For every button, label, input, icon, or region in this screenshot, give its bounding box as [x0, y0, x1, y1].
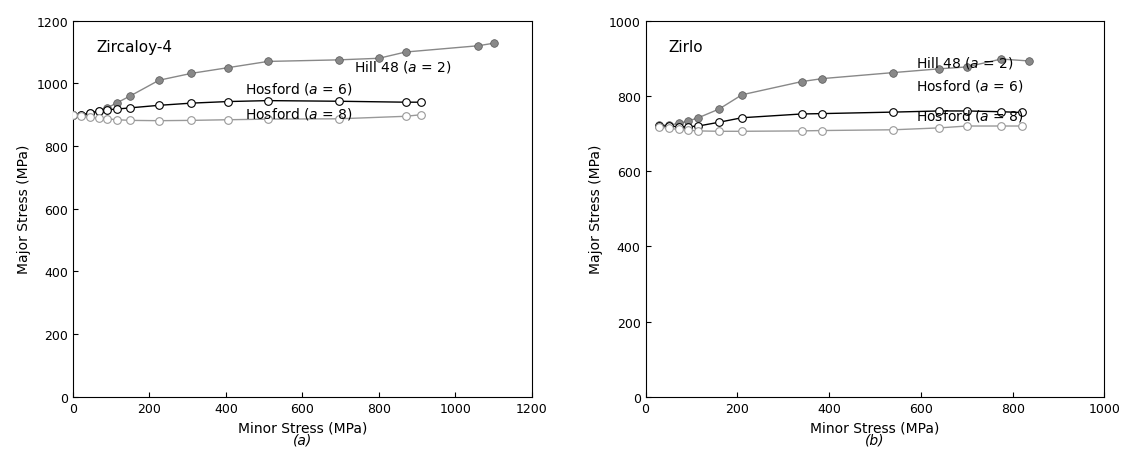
Text: Hosford ($\it{a}$ = 6): Hosford ($\it{a}$ = 6)	[244, 81, 352, 97]
Text: Hosford ($\it{a}$ = 8): Hosford ($\it{a}$ = 8)	[916, 108, 1024, 124]
Y-axis label: Major Stress (MPa): Major Stress (MPa)	[17, 145, 31, 274]
Text: Hill 48 ($\it{a}$ = 2): Hill 48 ($\it{a}$ = 2)	[354, 59, 451, 75]
Text: (b): (b)	[865, 433, 885, 446]
X-axis label: Minor Stress (MPa): Minor Stress (MPa)	[811, 420, 939, 434]
X-axis label: Minor Stress (MPa): Minor Stress (MPa)	[238, 420, 367, 434]
Text: Zircaloy-4: Zircaloy-4	[96, 41, 172, 55]
Y-axis label: Major Stress (MPa): Major Stress (MPa)	[589, 145, 604, 274]
Text: Zirlo: Zirlo	[669, 41, 703, 55]
Text: Hosford ($\it{a}$ = 8): Hosford ($\it{a}$ = 8)	[244, 106, 352, 122]
Text: (a): (a)	[292, 433, 312, 446]
Text: Hill 48 ($\it{a}$ = 2): Hill 48 ($\it{a}$ = 2)	[916, 55, 1014, 71]
Text: Hosford ($\it{a}$ = 6): Hosford ($\it{a}$ = 6)	[916, 78, 1024, 93]
